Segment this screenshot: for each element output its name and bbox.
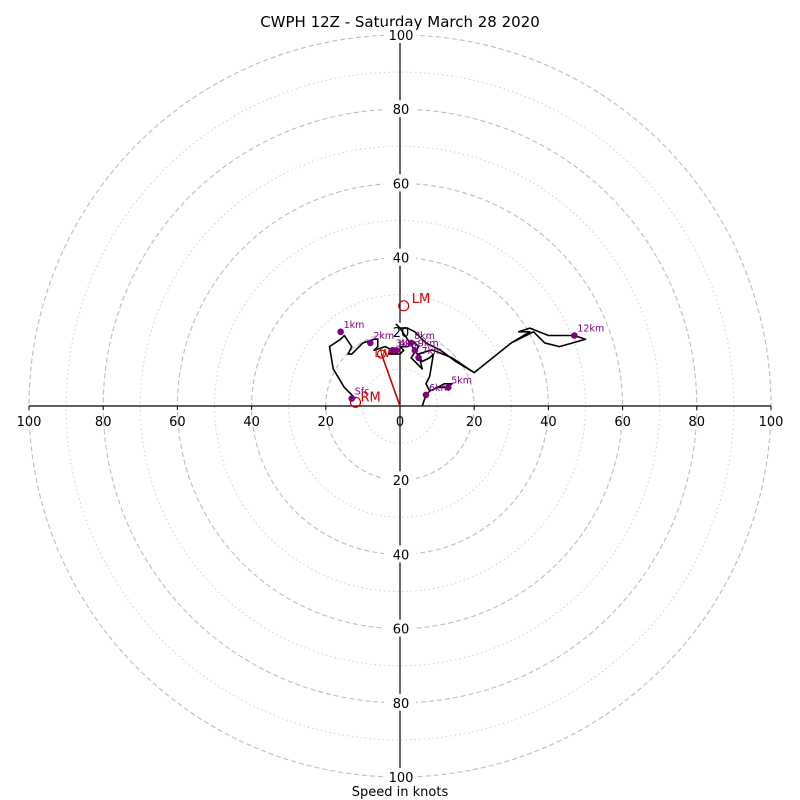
height-label-3km: 3km [396,338,417,349]
y-tick-bg-10 [384,26,416,43]
x-tick-label-5: 0 [396,415,404,430]
height-marker-1km [337,328,344,336]
height-markers: Sfc1km2km3km4km5km6km7km8km9km12km [337,320,604,402]
x-axis-label: Speed in knots [352,785,449,800]
y-tick-label-3: 40 [393,548,410,563]
y-tick-label-10: 100 [389,29,414,44]
y-tick-label-4: 20 [393,474,410,489]
height-marker-8km [407,339,415,347]
x-tick-label-0: 100 [17,415,42,430]
y-tick-label-8: 60 [393,177,410,192]
left-mover-marker [398,300,410,312]
y-tick-bg-7 [384,248,416,266]
y-tick-bg-6 [384,322,416,340]
x-tick-label-3: 40 [243,415,260,430]
height-marker-2km [367,339,374,347]
right-mover-marker [349,396,362,408]
height-label-12km: 12km [577,324,604,335]
mean-wind-label: LW [374,347,390,360]
hodograph-trace-layer [328,323,587,407]
height-marker-7km [415,354,422,362]
height-marker-4km [392,347,400,354]
mean-wind-vector [380,353,401,407]
x-tick-label-6: 20 [466,415,483,430]
hodograph-trace [328,323,587,407]
height-label-5km: 5km [451,375,472,386]
y-tick-bg-0 [384,768,416,785]
height-label-7km: 7km [422,346,443,357]
x-tick-label-7: 40 [540,415,557,430]
x-tick-label-10: 100 [759,415,784,430]
y-tick-bg-2 [384,619,416,637]
x-tick-label-4: 20 [318,415,335,430]
x-tick-label-1: 80 [95,415,112,430]
height-marker-5km [444,384,452,391]
y-tick-bg-8 [384,174,416,192]
y-tick-label-7: 40 [393,252,410,267]
x-tick-label-9: 80 [689,415,706,430]
y-tick-label-9: 80 [393,103,410,118]
height-label-2km: 2km [373,331,394,342]
right-mover-label: RM [360,390,380,405]
y-tick-bg-9 [384,100,416,118]
storm-motion-layer: LM RM LW [349,292,430,408]
height-label-8km: 8km [414,331,435,342]
height-label-9km: 9km [418,338,439,349]
y-tick-label-2: 60 [393,623,410,638]
height-label-1km: 1km [344,320,365,331]
height-marker-6km [422,391,430,399]
height-marker-9km [411,347,419,354]
chart-title: CWPH 12Z - Saturday March 28 2020 [260,13,540,31]
height-marker-12km [571,332,578,339]
y-tick-label-0: 100 [389,771,414,786]
y-tick-bg-3 [384,545,416,563]
mean-wind-marker [376,349,387,359]
height-label-6km: 6km [429,383,450,394]
x-tick-label-8: 60 [614,415,631,430]
x-tick-label-2: 60 [169,415,186,430]
height-marker-Sfc [348,395,356,402]
left-mover-label: LM [412,292,430,307]
y-tick-label-1: 80 [393,697,410,712]
y-tick-bg-4 [384,471,416,489]
y-tick-bg-1 [384,693,416,711]
height-label-Sfc: Sfc [355,387,370,398]
